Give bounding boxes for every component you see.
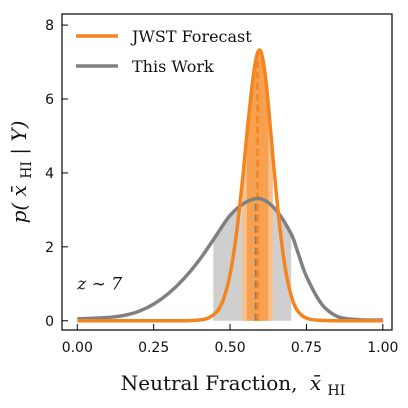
- y-axis-title-post: | Y): [7, 121, 32, 155]
- y-tick-label: 0: [45, 314, 54, 330]
- y-tick-label: 8: [45, 18, 54, 34]
- y-tick-label: 2: [45, 240, 54, 256]
- x-tick-label: 1.00: [367, 340, 398, 356]
- x-tick-label: 0.75: [291, 340, 322, 356]
- x-axis-title-var: x̄: [310, 371, 321, 395]
- x-axis-title-sub: HI: [328, 383, 346, 399]
- y-axis-title: p( x̄ HI | Y): [7, 121, 36, 224]
- x-axis-title-main: Neutral Fraction,: [121, 371, 298, 395]
- jwst-forecast-curve: [77, 48, 383, 323]
- y-axis-title-sub: HI: [19, 161, 35, 179]
- x-tick-label: 0.25: [138, 340, 169, 356]
- y-tick-label: 4: [45, 166, 54, 182]
- this-work-curve: [77, 196, 383, 322]
- x-tick-label: 0.00: [62, 340, 93, 356]
- plot-frame: [61, 13, 393, 331]
- y-tick-label: 6: [45, 92, 54, 108]
- mean-lines: [254, 52, 259, 321]
- x-axis-title: Neutral Fraction, x̄ HI: [121, 371, 346, 399]
- x-axis-ticks: 0.00 0.25 0.50 0.75 1.00: [62, 324, 398, 356]
- y-axis-title-var: x̄: [7, 185, 31, 196]
- y-axis-ticks: 0 2 4 6 8: [45, 18, 68, 330]
- legend-label-this-work: This Work: [132, 57, 214, 76]
- legend: JWST Forecast This Work: [76, 27, 252, 76]
- redshift-annotation: z ∼ 7: [76, 274, 122, 294]
- y-axis-title-pre: p(: [7, 202, 31, 224]
- density-curves: [77, 48, 383, 323]
- legend-label-jwst: JWST Forecast: [130, 27, 252, 46]
- x-tick-label: 0.50: [214, 340, 245, 356]
